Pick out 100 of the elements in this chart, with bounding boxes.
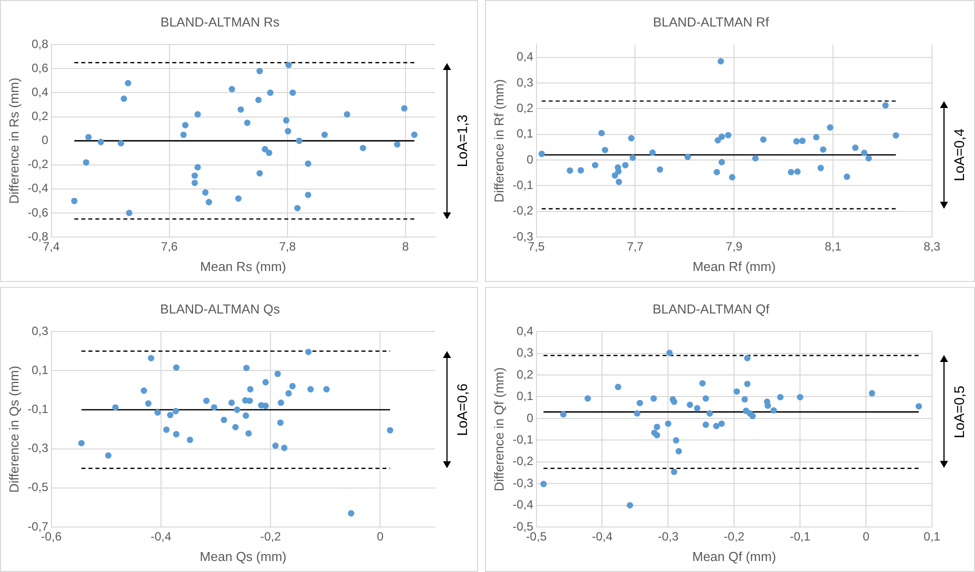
point xyxy=(296,138,302,144)
y-tick-label: -0,3 xyxy=(28,441,49,456)
point xyxy=(760,136,767,143)
point xyxy=(649,149,656,156)
point xyxy=(820,146,826,153)
point xyxy=(612,172,618,179)
point xyxy=(285,62,292,68)
x-tick-label: 7,8 xyxy=(279,240,296,254)
point xyxy=(126,210,132,216)
point xyxy=(718,133,725,140)
x-tick-label: 8,1 xyxy=(824,240,842,254)
point xyxy=(752,155,759,162)
point xyxy=(650,395,657,402)
point xyxy=(232,424,239,430)
point xyxy=(788,168,794,176)
x-tick-label: 7,6 xyxy=(161,240,178,254)
y-tick-label: 0,3 xyxy=(516,346,534,360)
point xyxy=(702,422,709,428)
y-axis-title: Difference in Rf (mm) xyxy=(491,79,506,202)
point xyxy=(206,198,212,206)
point xyxy=(634,410,640,417)
point xyxy=(670,398,678,405)
point xyxy=(666,350,673,356)
x-tick-label: 7,9 xyxy=(726,240,743,254)
point xyxy=(321,132,328,138)
point xyxy=(289,382,296,390)
y-tick-label: 0,4 xyxy=(516,50,534,64)
point xyxy=(71,198,78,204)
chart-title: BLAND-ALTMAN Qf xyxy=(652,301,770,316)
point xyxy=(540,480,547,488)
point xyxy=(192,172,198,179)
point xyxy=(163,426,170,433)
point xyxy=(777,394,784,400)
point xyxy=(713,422,720,430)
y-tick-label: 0,4 xyxy=(32,85,49,100)
y-tick-label: -0,2 xyxy=(512,204,534,218)
text: LoA=1,3 xyxy=(454,114,470,168)
point xyxy=(386,427,394,434)
x-axis-title: Mean Rf (mm) xyxy=(692,258,776,274)
y-axis-title: Difference in Qs (mm) xyxy=(6,366,22,493)
point xyxy=(916,403,922,410)
chart-title: BLAND-ALTMAN Qs xyxy=(160,301,280,316)
y-tick-label: -0,1 xyxy=(28,402,49,416)
point xyxy=(173,364,180,371)
y-tick-label: -0,1 xyxy=(512,432,534,446)
y-tick-label: 0,2 xyxy=(516,101,534,116)
point xyxy=(813,134,820,140)
point xyxy=(148,354,154,362)
y-tick-label: -0,2 xyxy=(512,454,534,468)
point xyxy=(744,380,751,388)
point xyxy=(262,402,269,410)
point xyxy=(262,379,269,386)
y-tick-label: 0,6 xyxy=(32,60,49,75)
point xyxy=(728,174,736,180)
point xyxy=(764,402,771,409)
point xyxy=(234,406,240,413)
point xyxy=(145,400,152,407)
point xyxy=(614,384,622,390)
point xyxy=(304,160,312,167)
y-tick-label: 0,8 xyxy=(32,36,49,51)
point xyxy=(636,400,644,406)
point xyxy=(238,106,244,113)
y-tick-label: -0,5 xyxy=(512,519,534,534)
chart-title: BLAND-ALTMAN Rs xyxy=(160,14,280,30)
point xyxy=(734,388,740,395)
y-tick-label: -0,4 xyxy=(28,181,49,196)
y-tick-label: 0,2 xyxy=(516,367,534,382)
y-tick-label: 0,3 xyxy=(516,75,534,90)
point xyxy=(622,162,629,168)
point xyxy=(868,390,876,396)
point xyxy=(592,162,598,168)
point xyxy=(272,442,279,449)
point xyxy=(283,117,290,124)
point xyxy=(598,130,605,136)
x-tick-label: -0,3 xyxy=(658,530,679,544)
point xyxy=(584,395,591,402)
point xyxy=(706,410,713,417)
point xyxy=(892,132,900,139)
point xyxy=(267,90,274,96)
point xyxy=(793,138,800,145)
point xyxy=(714,137,722,144)
y-tick-label: -0,1 xyxy=(512,178,534,192)
point xyxy=(105,452,112,459)
x-tick-label: 8 xyxy=(402,240,410,254)
point xyxy=(78,440,85,446)
point xyxy=(865,155,872,162)
point xyxy=(344,111,350,118)
point xyxy=(256,170,263,176)
point xyxy=(305,348,312,356)
point xyxy=(243,364,250,372)
y-axis-title: Difference in Rs (mm) xyxy=(6,78,22,204)
point xyxy=(245,430,252,437)
x-axis-title: Mean Rs (mm) xyxy=(200,258,286,274)
point xyxy=(192,180,198,186)
point xyxy=(882,102,889,109)
point xyxy=(307,386,314,392)
point xyxy=(274,370,281,378)
point xyxy=(220,416,228,424)
point xyxy=(266,150,272,156)
y-tick-label: 0 xyxy=(42,133,49,148)
